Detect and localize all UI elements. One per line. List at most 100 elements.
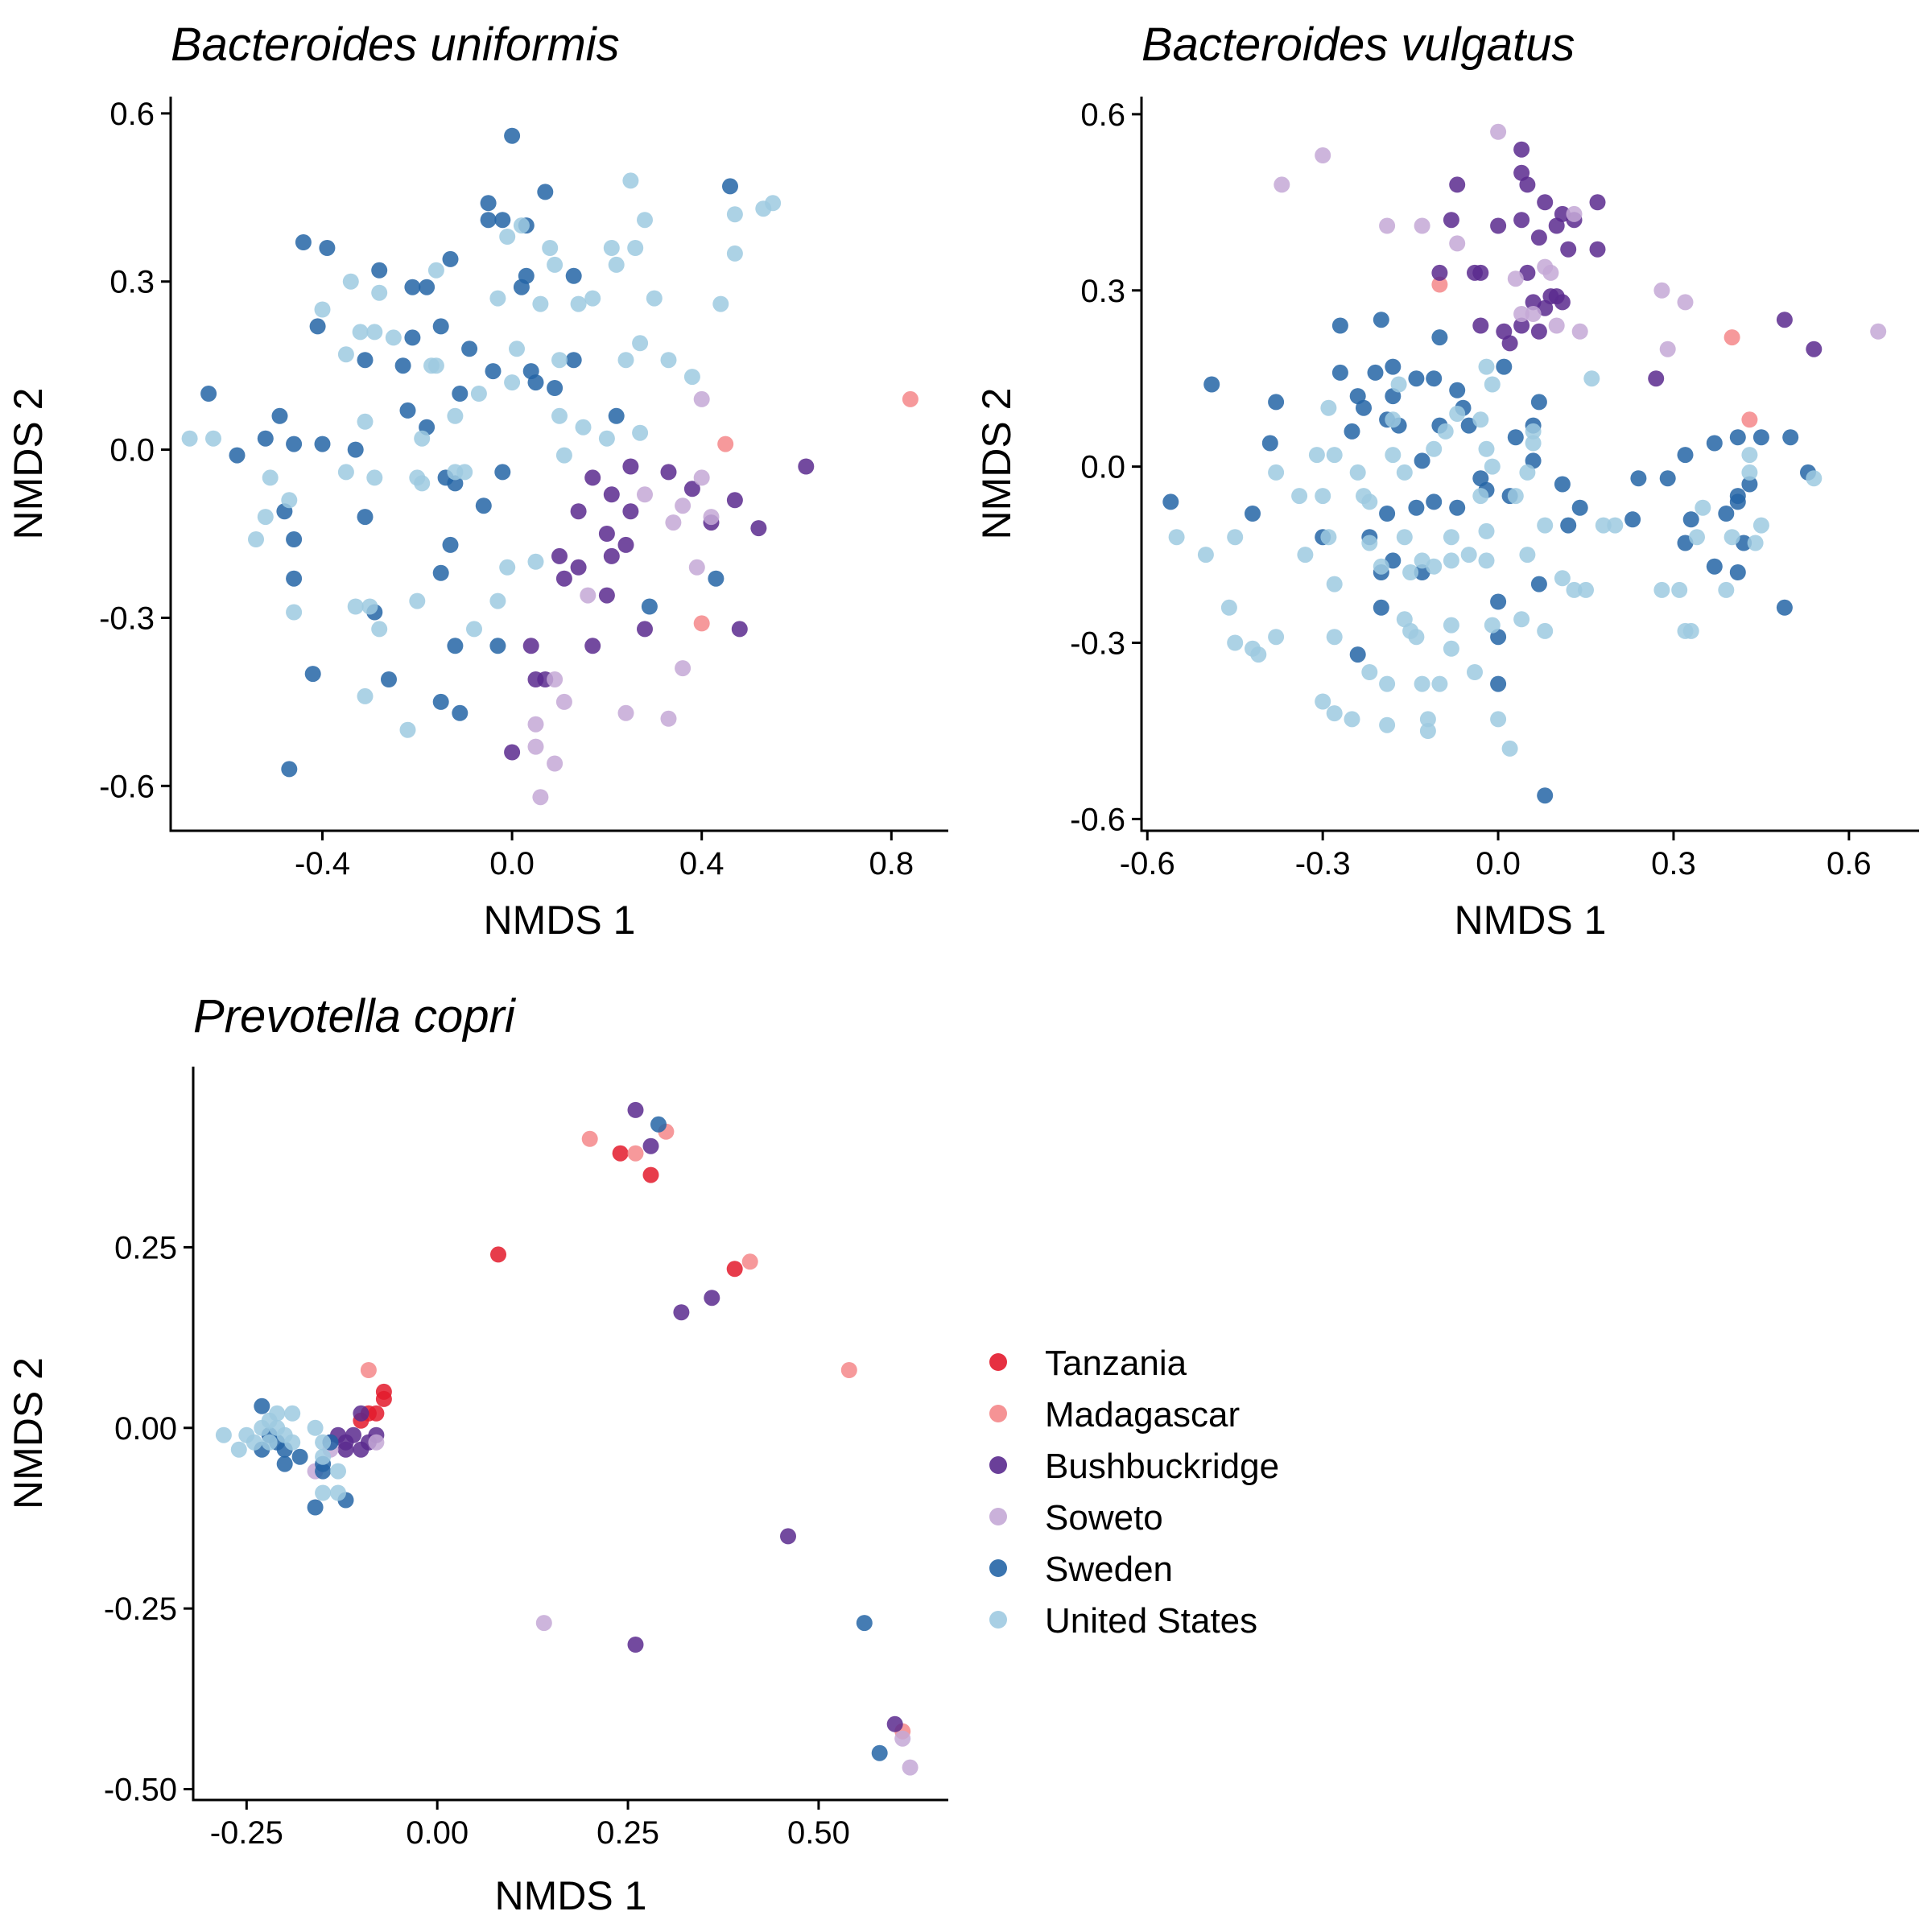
data-point [1870,323,1887,340]
data-point [1349,464,1366,481]
data-point [1689,529,1705,546]
data-point [902,390,919,407]
data-point [1478,522,1495,539]
data-point [683,481,700,497]
data-point [1554,294,1571,311]
data-point [603,240,620,256]
data-point [269,1405,286,1422]
data-point [480,195,497,212]
data-point [1408,370,1425,387]
data-point [357,687,374,704]
data-point [1595,517,1612,534]
data-point [1373,599,1389,616]
data-point [261,1434,278,1451]
data-point [248,531,264,547]
data-point [1344,423,1360,440]
data-point [1706,435,1723,452]
data-point [262,469,279,486]
data-point [1326,576,1343,592]
data-point [1414,675,1430,692]
data-point [271,407,288,424]
data-point [603,547,620,564]
x-tick-label: 0.6 [1827,846,1872,881]
data-point [404,329,421,346]
data-point [1548,217,1565,234]
data-point [598,526,615,542]
data-point [1776,312,1793,328]
data-point [399,721,416,738]
data-point [665,514,682,531]
data-point [1530,394,1547,411]
data-point [1308,447,1325,464]
data-point [1537,517,1554,534]
data-point [1677,447,1694,464]
data-point [1443,640,1459,657]
y-tick-label: 0.3 [1080,274,1125,309]
y-tick-label: -0.25 [104,1591,177,1627]
x-tick-label: 0.4 [679,846,724,881]
data-point [1349,646,1366,663]
data-point [342,273,359,290]
x-axis-title: NMDS 1 [495,1873,647,1918]
data-point [447,407,464,424]
data-point [798,458,815,475]
data-point [215,1426,232,1443]
data-point [1806,341,1823,357]
data-point [1315,488,1331,505]
data-point [254,1397,270,1414]
data-point [1478,552,1495,569]
data-point [319,240,336,256]
data-point [1484,376,1501,393]
data-point [1426,440,1443,457]
data-point [1373,312,1389,328]
data-point [1718,506,1735,522]
y-tick-label: -0.50 [104,1773,177,1808]
data-point [1724,329,1740,346]
legend-marker [989,1611,1007,1629]
data-point [1554,570,1571,587]
legend-label: Tanzania [1045,1344,1187,1383]
data-point [286,604,303,621]
x-tick-label: 0.00 [406,1815,469,1851]
data-point [1776,599,1793,616]
data-point [617,352,634,369]
data-point [347,441,364,458]
data-point [427,262,444,279]
data-point [314,436,331,452]
data-point [703,509,720,526]
panel-title: Bacteroides vulgatus [1141,19,1575,71]
data-point [494,212,511,229]
axes: -0.4 0.0 0.4 0.8 -0.6 -0.3 0.0 0.3 0.6 [99,97,948,881]
data-point [1537,787,1554,804]
y-tick-label: 0.0 [1080,450,1125,485]
data-point [1268,629,1285,646]
data-point [581,1130,598,1147]
series-united-states [1168,358,1823,757]
data-point [1589,194,1606,211]
data-point [535,1615,552,1632]
data-point [693,469,710,486]
data-point [641,598,658,615]
data-point [499,229,516,245]
data-point [509,341,525,357]
data-point [565,267,582,284]
data-point [1530,229,1547,246]
data-point [394,357,411,374]
data-point [404,279,421,295]
data-point [1718,581,1735,598]
data-point [603,486,620,503]
data-point [1501,740,1518,757]
data-point [708,570,724,587]
data-point [584,290,601,307]
y-tick-label: -0.3 [1070,626,1125,662]
series-soweto [527,390,720,806]
series-bushbuckridge [1431,141,1823,387]
data-point [1443,617,1459,634]
data-point [1571,499,1588,516]
x-tick-label: -0.3 [1295,846,1351,881]
data-point [542,240,559,256]
data-point [1408,629,1425,646]
data-point [309,318,326,335]
data-point [1513,212,1530,229]
data-point [1560,517,1577,534]
